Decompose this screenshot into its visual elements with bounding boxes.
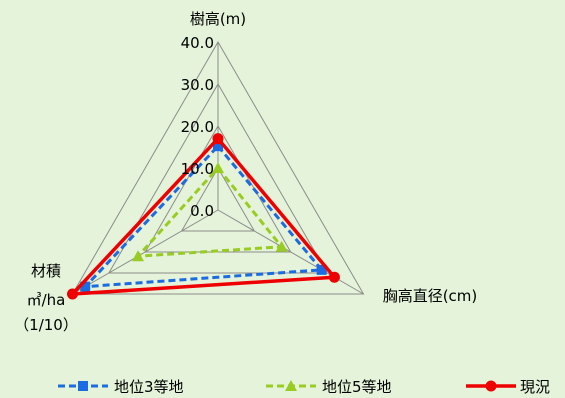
series-line-2	[70, 136, 337, 296]
tick-label-4: 40.0	[181, 34, 214, 52]
axis-title-volume-line2: ㎥/ha	[27, 291, 66, 309]
series-2-point-1	[328, 271, 340, 283]
legend-item-site3: 地位3等地	[58, 378, 184, 396]
legend-marker-site3	[78, 381, 88, 391]
legend-label-site3: 地位3等地	[114, 378, 184, 396]
grid-ring-3	[108, 83, 328, 274]
series-1-point-1	[275, 240, 288, 252]
axis-title-dbh: 胸高直径(cm)	[383, 287, 478, 305]
legend-label-current: 現況	[520, 378, 550, 396]
series-0-point-0	[213, 141, 223, 152]
series-2-point-2	[67, 288, 79, 300]
legend-marker-site5	[285, 380, 297, 391]
legend: 地位3等地 地位5等地 現況	[58, 378, 550, 396]
tick-label-0: 0.0	[190, 202, 214, 220]
series-layer	[67, 133, 340, 300]
series-line-1	[136, 166, 284, 258]
tick-label-3: 30.0	[181, 76, 214, 94]
tick-label-1: 10.0	[181, 160, 214, 178]
axis-spoke-volume	[72, 209, 219, 295]
axis-spoke-dbh	[217, 209, 364, 295]
legend-marker-current	[485, 380, 497, 392]
legend-label-site5: 地位5等地	[322, 378, 392, 396]
axis-title-volume-line1: 材積	[31, 262, 61, 280]
tick-label-2: 20.0	[181, 118, 214, 136]
tick-labels: 0.0 10.0 20.0 30.0 40.0	[181, 34, 214, 220]
legend-item-current: 現況	[466, 378, 550, 396]
series-1-point-0	[212, 162, 224, 173]
series-line-0	[83, 144, 324, 289]
series-0-point-1	[316, 264, 327, 275]
series-1-point-2	[131, 250, 144, 262]
grid-ring-1	[180, 166, 256, 232]
series-2-point-0	[212, 133, 224, 145]
axis-title-volume-line3: （1/10）	[14, 316, 78, 334]
series-0-point-2	[80, 281, 91, 292]
legend-item-site5: 地位5等地	[266, 378, 392, 396]
axis-title-height: 樹高(m)	[190, 10, 246, 28]
grid-ring-4	[71, 41, 365, 295]
